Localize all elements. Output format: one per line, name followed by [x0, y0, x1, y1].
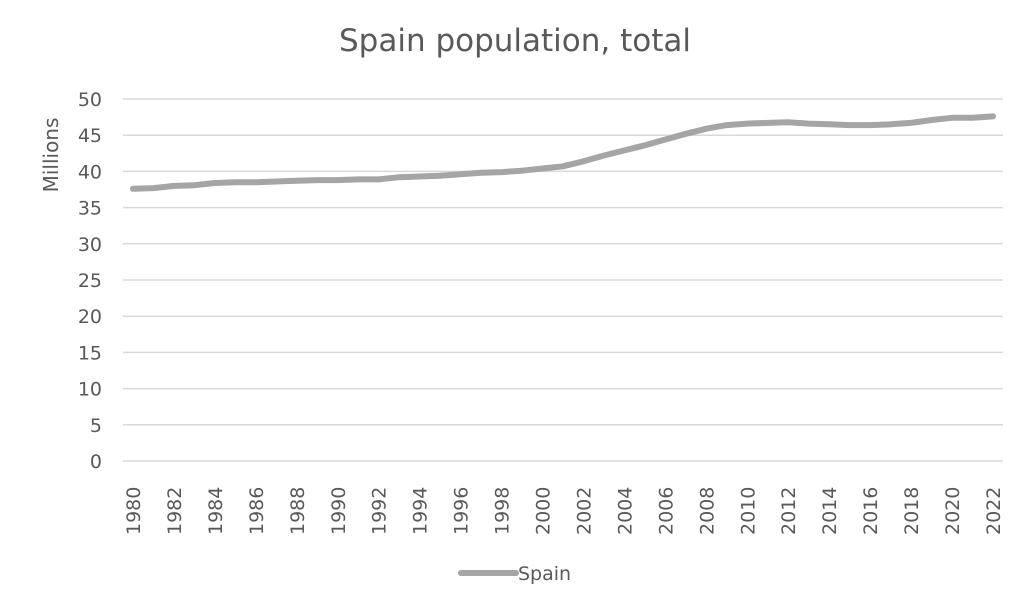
x-tick-label: 2010 — [737, 487, 759, 535]
y-tick-label: 20 — [78, 306, 102, 328]
y-tick-label: 35 — [78, 198, 102, 220]
chart-title: Spain population, total — [339, 23, 691, 59]
x-tick-label: 1980 — [123, 487, 145, 535]
x-tick-label: 2004 — [614, 487, 636, 535]
y-tick-label: 15 — [78, 342, 102, 364]
x-axis-ticks: 1980 1982 1984 1986 1988 1990 1992 1994 1996 1998… — [123, 487, 1005, 535]
x-tick-label: 2006 — [655, 487, 677, 535]
x-tick-label: 1982 — [164, 487, 186, 535]
x-tick-label: 2008 — [696, 487, 718, 535]
legend-label-spain: Spain — [518, 563, 571, 585]
x-tick-label: 1998 — [492, 487, 514, 535]
x-tick-label: 1996 — [451, 487, 473, 535]
x-tick-label: 2014 — [819, 487, 841, 535]
x-tick-label: 1994 — [410, 487, 432, 535]
series-group — [130, 113, 996, 192]
x-tick-label: 2020 — [942, 487, 964, 535]
y-tick-label: 10 — [78, 379, 102, 401]
x-tick-label: 2022 — [983, 487, 1005, 535]
x-tick-label: 1990 — [328, 487, 350, 535]
x-tick-label: 2016 — [860, 487, 882, 535]
y-tick-label: 30 — [78, 234, 102, 256]
x-tick-label: 1986 — [246, 487, 268, 535]
y-tick-label: 5 — [90, 415, 102, 437]
x-tick-label: 1988 — [287, 487, 309, 535]
x-tick-label: 1984 — [205, 487, 227, 535]
legend: Spain — [458, 563, 571, 585]
x-tick-label: 2002 — [573, 487, 595, 535]
y-tick-label: 45 — [78, 125, 102, 147]
gridlines — [123, 98, 1003, 462]
y-tick-label: 40 — [78, 161, 102, 183]
y-axis-ticks: 0 5 10 15 20 25 30 35 40 45 50 — [78, 89, 102, 473]
y-tick-label: 50 — [78, 89, 102, 111]
series-line-spain — [130, 113, 996, 192]
y-axis-label: Millions — [39, 118, 63, 193]
y-tick-label: 25 — [78, 270, 102, 292]
y-tick-label: 0 — [90, 451, 102, 473]
x-tick-label: 2012 — [778, 487, 800, 535]
x-tick-label: 2000 — [533, 487, 555, 535]
x-tick-label: 1992 — [369, 487, 391, 535]
x-tick-label: 2018 — [901, 487, 923, 535]
